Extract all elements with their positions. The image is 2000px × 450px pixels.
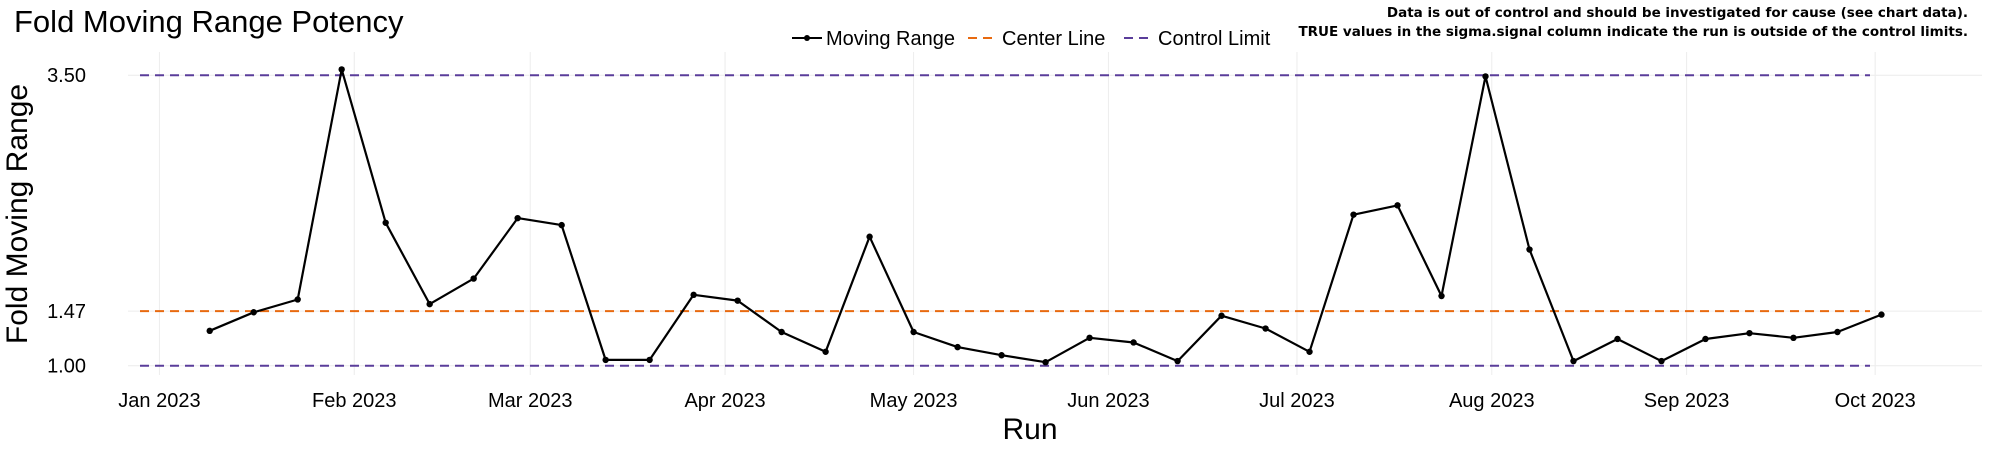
- chart-title: Fold Moving Range Potency: [14, 4, 404, 39]
- data-point: [1482, 73, 1489, 80]
- x-tick-label: Jul 2023: [1259, 390, 1335, 412]
- data-point: [822, 348, 829, 355]
- y-axis-title: Fold Moving Range: [1, 84, 34, 344]
- data-point: [910, 328, 917, 336]
- y-tick-labels: 1.00 1.47 3.50: [47, 65, 86, 377]
- data-point: [778, 328, 785, 336]
- legend: Moving Range Center Line Control Limit: [792, 28, 1271, 50]
- legend-label-moving-range: Moving Range: [826, 28, 955, 50]
- x-tick-label: May 2023: [870, 390, 958, 412]
- data-point: [1438, 292, 1445, 300]
- data-point: [1702, 335, 1709, 343]
- data-point: [1658, 357, 1665, 365]
- data-point: [1306, 348, 1313, 355]
- legend-item-moving-range: Moving Range: [792, 28, 955, 50]
- data-point: [1042, 359, 1049, 366]
- data-point: [1790, 334, 1797, 342]
- chart-note: Data is out of control and should be inv…: [1298, 5, 1968, 40]
- data-point: [1262, 325, 1269, 332]
- data-point: [734, 297, 741, 304]
- data-point: [690, 291, 697, 299]
- chart-note-line-1: Data is out of control and should be inv…: [1387, 5, 1968, 21]
- legend-item-center-line: Center Line: [968, 28, 1105, 50]
- x-tick-label: Jan 2023: [118, 390, 200, 412]
- grid: [128, 52, 1982, 375]
- y-tick-label: 1.47: [47, 301, 86, 323]
- data-point: [1614, 335, 1621, 343]
- data-point: [338, 66, 345, 73]
- x-tick-labels: Jan 2023 Feb 2023 Mar 2023 Apr 2023 May 2023…: [118, 390, 1915, 412]
- data-point: [382, 219, 389, 226]
- data-point: [602, 356, 609, 364]
- x-tick-label: Aug 2023: [1449, 390, 1535, 412]
- reference-lines: [140, 74, 1870, 367]
- x-tick-label: Feb 2023: [312, 390, 397, 412]
- x-tick-label: Mar 2023: [488, 390, 573, 412]
- data-point: [1350, 211, 1357, 218]
- legend-label-center-line: Center Line: [1002, 28, 1105, 50]
- data-point: [206, 327, 213, 335]
- x-tick-label: Oct 2023: [1835, 390, 1916, 412]
- data-point: [470, 275, 477, 282]
- data-point: [1174, 357, 1181, 365]
- data-point: [1394, 202, 1401, 209]
- data-point: [1218, 312, 1225, 319]
- legend-item-control-limit: Control Limit: [1124, 28, 1271, 50]
- data-point: [1086, 334, 1093, 342]
- data-point: [1130, 339, 1137, 346]
- data-point: [1878, 311, 1885, 318]
- data-point: [558, 221, 565, 229]
- moving-range-line: [209, 68, 1882, 364]
- data-point: [426, 300, 433, 308]
- legend-label-control-limit: Control Limit: [1158, 28, 1271, 50]
- data-point: [954, 343, 961, 351]
- y-tick-label: 3.50: [47, 65, 86, 87]
- chart-note-line-2: TRUE values in the sigma.signal column i…: [1298, 24, 1968, 40]
- data-point: [514, 214, 521, 222]
- x-tick-label: Jun 2023: [1067, 390, 1149, 412]
- moving-range-series: [206, 66, 1885, 366]
- data-point: [1834, 328, 1841, 336]
- data-point: [250, 309, 257, 316]
- data-point: [1570, 357, 1577, 365]
- data-point: [1746, 329, 1753, 337]
- x-tick-label: Apr 2023: [684, 390, 765, 412]
- data-point: [646, 356, 653, 364]
- data-point: [1526, 246, 1533, 253]
- data-point: [294, 296, 301, 303]
- data-point: [866, 233, 873, 240]
- x-axis-title: Run: [1002, 413, 1057, 446]
- x-tick-label: Sep 2023: [1644, 390, 1730, 412]
- y-tick-label: 1.00: [47, 356, 86, 378]
- data-point: [998, 352, 1005, 359]
